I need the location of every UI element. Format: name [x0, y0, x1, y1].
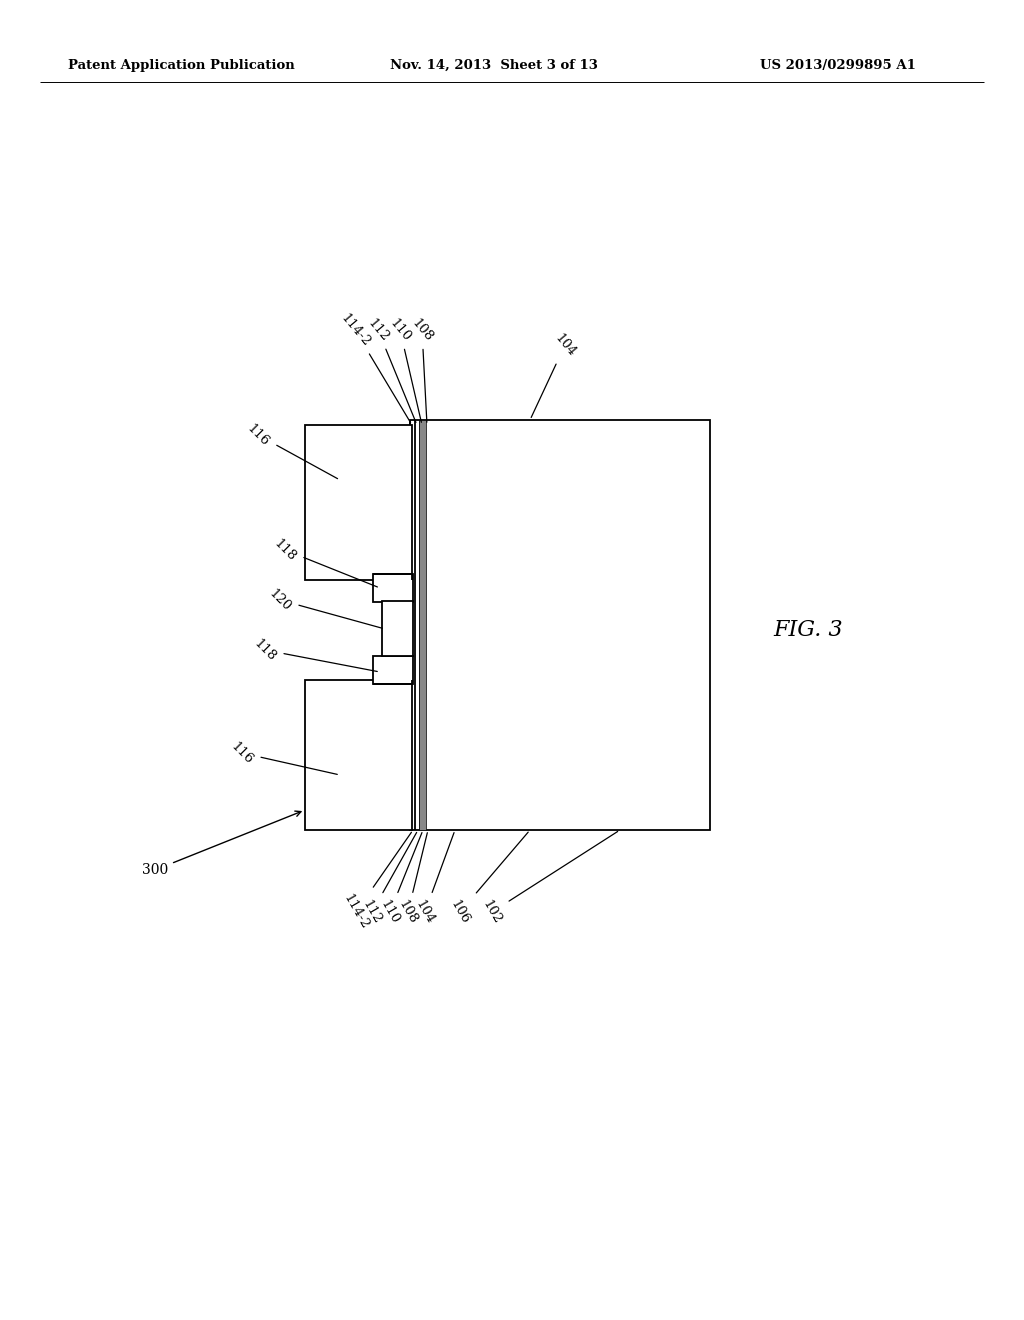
- Bar: [305, 425, 412, 579]
- Text: 110: 110: [378, 833, 422, 927]
- Bar: [419, 420, 426, 830]
- Bar: [373, 656, 413, 684]
- Bar: [382, 601, 413, 656]
- Text: 108: 108: [409, 317, 435, 422]
- Text: 104: 104: [413, 833, 454, 927]
- Text: US 2013/0299895 A1: US 2013/0299895 A1: [760, 58, 915, 71]
- Bar: [410, 420, 710, 830]
- Text: 106: 106: [449, 832, 528, 927]
- Text: 112: 112: [365, 317, 416, 422]
- Bar: [373, 574, 413, 602]
- Text: Nov. 14, 2013  Sheet 3 of 13: Nov. 14, 2013 Sheet 3 of 13: [390, 58, 598, 71]
- Text: 116: 116: [228, 739, 337, 775]
- Text: 118: 118: [252, 636, 377, 672]
- Text: 112: 112: [360, 833, 417, 927]
- Text: 114-2: 114-2: [341, 833, 412, 932]
- Text: 108: 108: [396, 833, 427, 927]
- Bar: [305, 680, 412, 830]
- Text: 300: 300: [142, 810, 301, 876]
- Text: 116: 116: [245, 421, 338, 479]
- Text: FIG. 3: FIG. 3: [773, 619, 843, 642]
- Text: Patent Application Publication: Patent Application Publication: [68, 58, 295, 71]
- Text: 102: 102: [480, 832, 617, 927]
- Text: 120: 120: [266, 586, 382, 628]
- Text: 114-2: 114-2: [338, 312, 411, 422]
- Text: 110: 110: [387, 317, 421, 422]
- Text: 104: 104: [531, 331, 579, 417]
- Text: 118: 118: [271, 536, 378, 587]
